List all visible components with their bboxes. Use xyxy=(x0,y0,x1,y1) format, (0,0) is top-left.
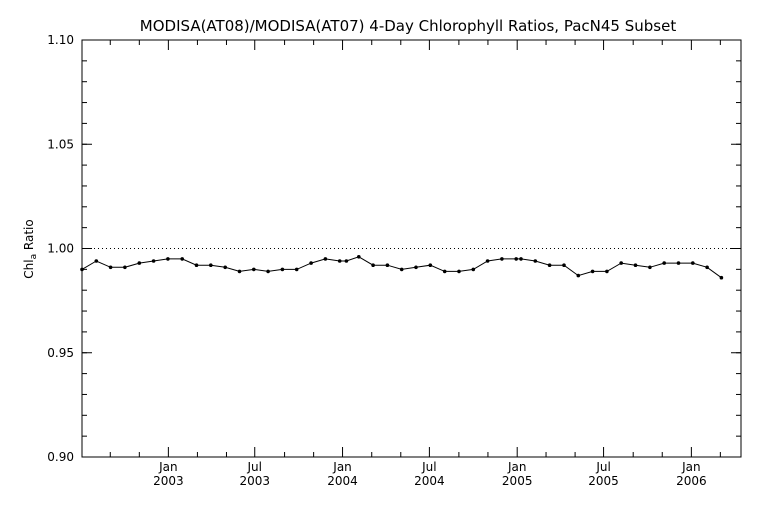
data-point xyxy=(294,267,299,272)
y-axis-label-main: Chl xyxy=(22,259,36,278)
y-axis-label-subscript: a xyxy=(29,254,39,260)
x-tick-label-month: Jul xyxy=(595,460,610,474)
data-point xyxy=(471,267,476,272)
x-tick-label-year: 2005 xyxy=(502,474,533,488)
x-tick-label-month: Jan xyxy=(332,460,352,474)
x-tick-label-year: 2003 xyxy=(239,474,270,488)
data-point xyxy=(151,259,156,263)
x-tick-label-month: Jan xyxy=(158,460,178,474)
data-point xyxy=(194,263,199,268)
data-point xyxy=(80,267,84,272)
data-point xyxy=(94,259,99,263)
data-point xyxy=(280,267,285,272)
data-point xyxy=(648,265,652,270)
y-axis-label-tail: Ratio xyxy=(22,219,36,254)
data-point xyxy=(337,259,342,263)
data-point xyxy=(209,263,213,268)
x-tick-label-year: 2005 xyxy=(588,474,619,488)
data-point xyxy=(223,265,227,270)
data-point xyxy=(633,263,638,268)
y-axis-label: Chla Ratio xyxy=(22,219,39,278)
y-tick-label: 1.00 xyxy=(47,242,74,256)
data-point xyxy=(385,263,390,268)
data-point xyxy=(252,267,256,272)
data-point xyxy=(108,265,113,270)
data-point xyxy=(457,269,461,274)
data-points xyxy=(80,254,724,280)
plot-area: 0.900.951.001.051.10 Jan2003Jul2003Jan20… xyxy=(47,33,742,488)
data-point xyxy=(399,267,404,272)
data-point xyxy=(323,257,328,261)
data-point xyxy=(123,265,127,270)
data-point xyxy=(371,263,375,268)
data-point xyxy=(519,257,523,261)
chart-title: MODISA(AT08)/MODISA(AT07) 4-Day Chloroph… xyxy=(140,17,677,35)
data-point xyxy=(137,261,142,265)
x-axis-ticks: Jan2003Jul2003Jan2004Jul2004Jan2005Jul20… xyxy=(109,40,721,488)
data-point xyxy=(547,263,552,268)
y-tick-label: 1.05 xyxy=(47,137,74,151)
y-tick-label: 0.90 xyxy=(47,450,74,464)
data-point xyxy=(500,257,504,261)
x-tick-label-year: 2004 xyxy=(414,474,445,488)
data-point xyxy=(590,269,595,274)
data-point xyxy=(562,263,566,268)
data-point xyxy=(442,269,447,274)
data-point xyxy=(309,261,313,265)
data-point xyxy=(237,269,242,274)
x-tick-label-month: Jul xyxy=(247,460,262,474)
x-tick-label-month: Jul xyxy=(421,460,436,474)
data-point xyxy=(676,261,681,265)
data-point xyxy=(719,275,724,280)
x-tick-label-year: 2003 xyxy=(153,474,184,488)
data-point xyxy=(180,257,184,261)
data-point xyxy=(414,265,418,270)
data-point xyxy=(357,254,361,259)
data-point xyxy=(266,269,270,274)
data-point xyxy=(533,259,538,263)
data-point xyxy=(605,269,609,274)
data-point xyxy=(576,273,581,278)
y-axis-ticks: 0.90 0.95 1.00 1.05 1.10 xyxy=(47,33,741,464)
data-point xyxy=(619,261,623,265)
data-point xyxy=(705,265,709,270)
data-point xyxy=(485,259,490,263)
x-tick-label-month: Jan xyxy=(681,460,701,474)
data-point xyxy=(514,257,518,261)
y-tick-label: 0.95 xyxy=(47,346,74,360)
x-tick-label-year: 2004 xyxy=(327,474,358,488)
data-point xyxy=(166,257,170,261)
data-point xyxy=(691,261,695,265)
data-point xyxy=(662,261,666,265)
data-point xyxy=(344,259,349,263)
x-tick-label-month: Jan xyxy=(507,460,527,474)
x-tick-label-year: 2006 xyxy=(676,474,707,488)
y-tick-label: 1.10 xyxy=(47,33,74,47)
series-line xyxy=(81,256,722,279)
data-point xyxy=(428,263,433,268)
